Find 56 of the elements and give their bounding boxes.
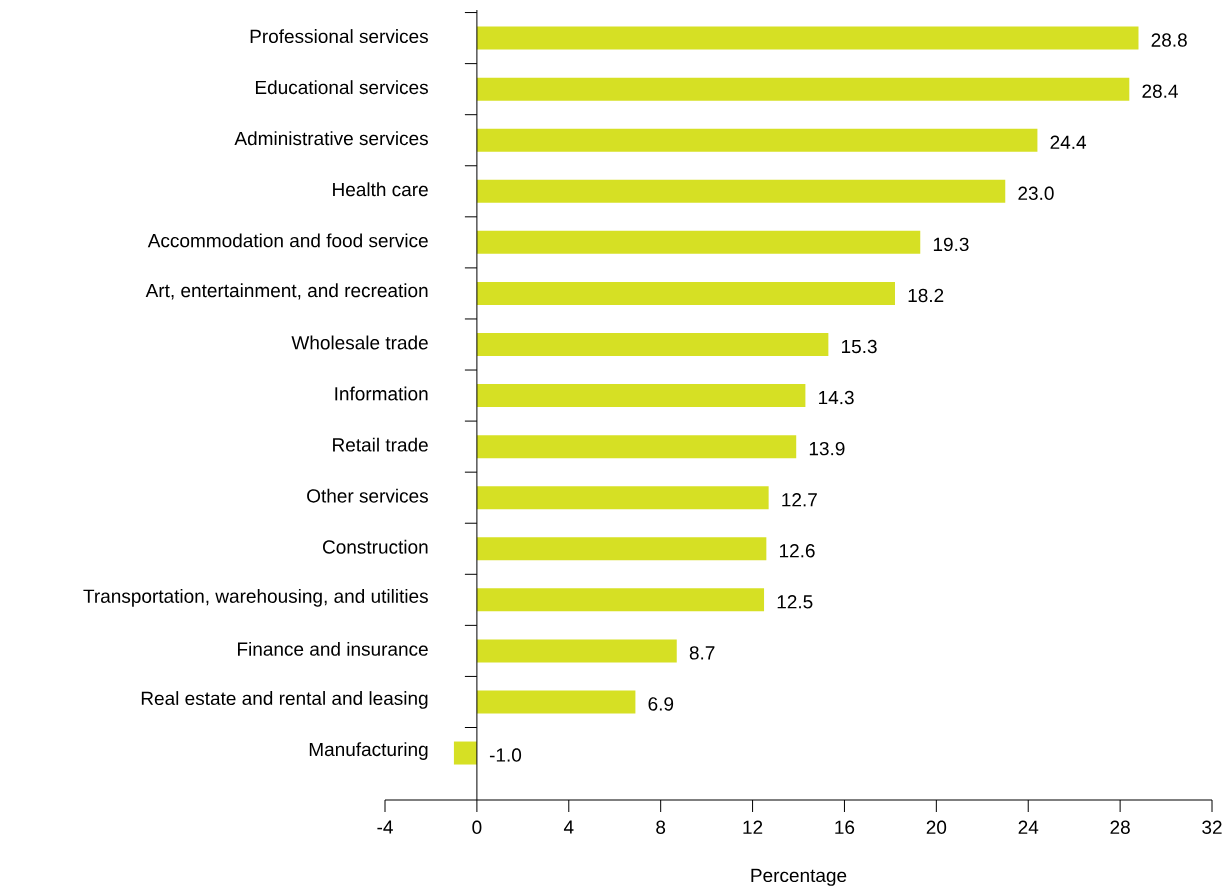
- data-label: -1.0: [489, 748, 522, 762]
- y-tick-label: Construction: [322, 539, 428, 554]
- y-tick-label: Professional services: [250, 29, 428, 44]
- data-label: 18.2: [908, 288, 944, 303]
- x-tick-label: -4: [377, 820, 393, 834]
- y-tick-label: Other services: [307, 488, 428, 503]
- data-label: 12.7: [782, 493, 817, 507]
- data-label: 19.3: [933, 237, 969, 252]
- data-label: 12.6: [779, 544, 815, 558]
- bar: [476, 77, 1130, 101]
- x-tick-label: 8: [656, 820, 666, 834]
- data-label: 28.8: [1151, 33, 1187, 47]
- bar: [476, 230, 921, 254]
- x-tick-label: 12: [743, 820, 763, 834]
- bar: [476, 690, 636, 714]
- x-tick-label: 16: [835, 820, 855, 834]
- y-tick-label: Real estate and rental and leasing: [141, 691, 428, 709]
- data-label: 6.9: [648, 697, 674, 711]
- y-tick-label: Health care: [333, 182, 428, 197]
- y-tick-label: Transportation, warehousing, and utilities: [83, 588, 428, 607]
- bar: [476, 486, 769, 510]
- data-label: 15.3: [842, 339, 877, 354]
- bar: [476, 281, 895, 305]
- bar: [476, 128, 1038, 152]
- bar: [476, 332, 829, 356]
- data-label: 12.5: [777, 595, 813, 609]
- bar: [476, 639, 677, 663]
- y-tick-label: Finance and insurance: [238, 641, 428, 656]
- bar: [476, 588, 765, 612]
- bar: [476, 435, 797, 459]
- x-tick-label: 32: [1202, 820, 1222, 834]
- bar: [476, 537, 767, 561]
- x-tick-label: 4: [563, 820, 574, 834]
- data-label: 24.4: [1050, 135, 1087, 149]
- y-tick-label: Administrative services: [234, 131, 428, 146]
- data-label: 23.0: [1018, 186, 1054, 201]
- y-tick-label: Manufacturing: [309, 742, 428, 760]
- y-tick-label: Information: [335, 386, 428, 401]
- bar: [453, 741, 477, 765]
- bar: [476, 179, 1006, 203]
- x-tick-label: 0: [472, 820, 482, 834]
- bar: [476, 26, 1139, 50]
- x-tick-label: 28: [1110, 820, 1130, 834]
- data-label: 28.4: [1142, 84, 1178, 98]
- y-tick-label: Educational services: [255, 80, 428, 95]
- y-tick-label: Retail trade: [333, 437, 428, 452]
- data-label: 8.7: [689, 646, 715, 660]
- data-label: 14.3: [819, 390, 854, 405]
- y-tick-label: Wholesale trade: [291, 335, 428, 350]
- x-tick-label: 20: [926, 820, 947, 834]
- y-tick-label: Accommodation and food service: [147, 233, 428, 248]
- y-tick-label: Art, entertainment, and recreation: [145, 283, 428, 300]
- data-label: 13.9: [809, 441, 845, 456]
- bar: [476, 384, 806, 408]
- x-axis-title: Percentage: [751, 868, 847, 886]
- x-tick-label: 24: [1018, 820, 1039, 834]
